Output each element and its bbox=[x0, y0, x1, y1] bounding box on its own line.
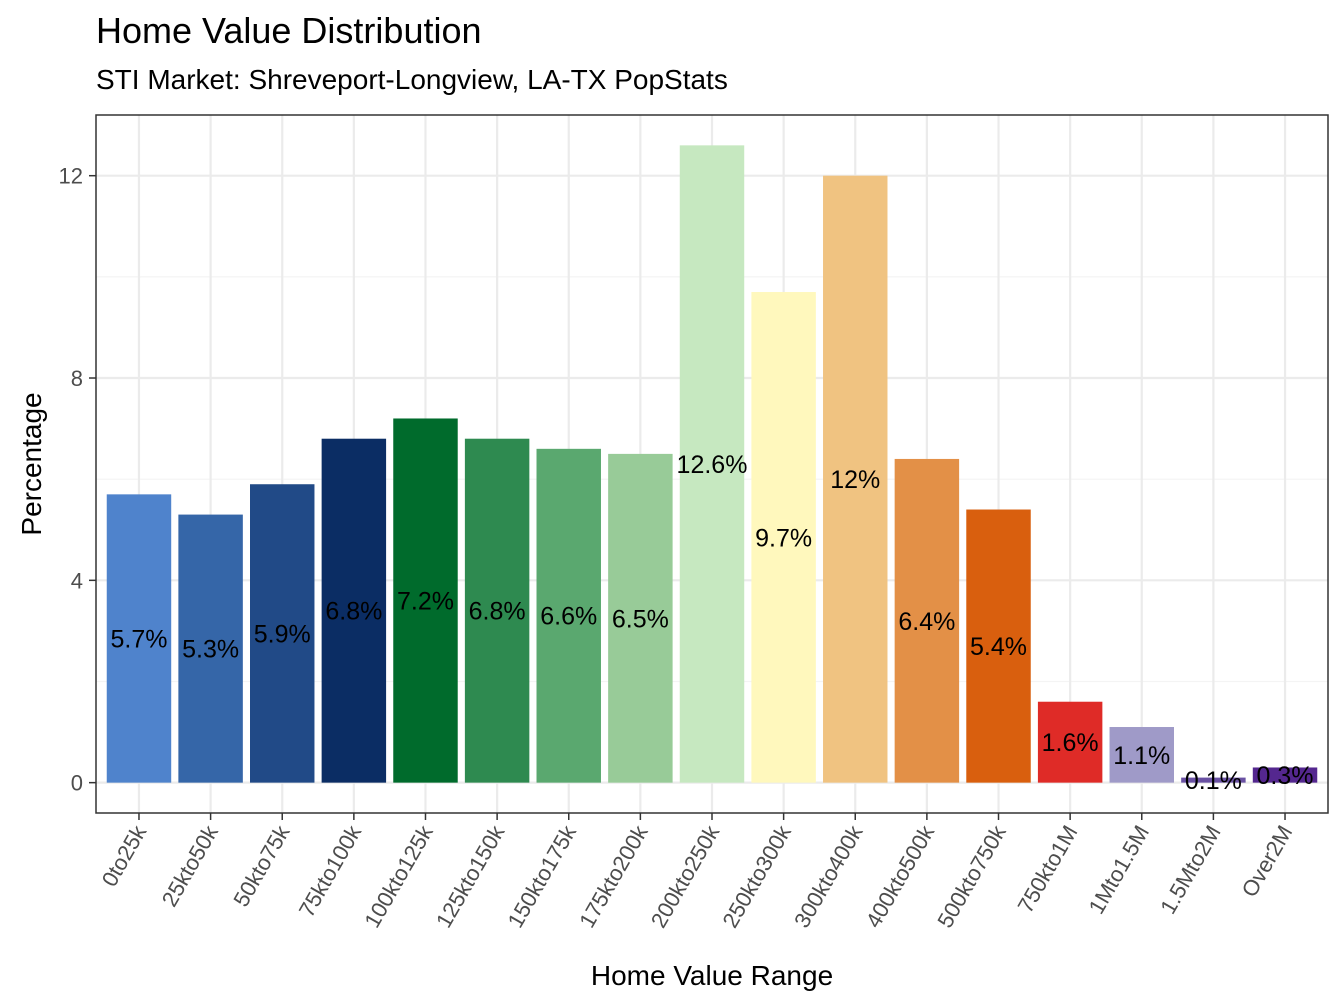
x-tick-label: Over2M bbox=[1237, 821, 1298, 901]
axes: 0 4 8 12 0to25k 25kto50k 50kto75k 75kto100k100k… bbox=[59, 164, 1298, 932]
data-label: 1.6% bbox=[1042, 729, 1099, 757]
x-tick-label: 25kto50k bbox=[157, 820, 224, 911]
data-label: 6.8% bbox=[325, 598, 382, 626]
data-labels: 5.7% 5.3% 5.9% 6.8% 7.2% 6.8% 6.6% 6.5% 12.6% 9.7… bbox=[110, 451, 1313, 795]
data-label: 7.2% bbox=[397, 588, 454, 616]
x-tick-label: 300kto400k bbox=[789, 820, 868, 932]
bar-1.5Mto2M bbox=[1181, 777, 1246, 783]
bar-150kto175k bbox=[536, 448, 601, 783]
data-label: 6.6% bbox=[540, 603, 597, 631]
x-tick-label: 50kto75k bbox=[228, 820, 295, 911]
bar-175kto200k bbox=[608, 453, 673, 783]
x-tick-label: 125kto150k bbox=[431, 820, 510, 932]
bar-250kto300k bbox=[751, 292, 816, 783]
bar-25kto50k bbox=[178, 514, 243, 783]
bar-125kto150k bbox=[464, 438, 530, 783]
bar-50kto75k bbox=[250, 484, 315, 783]
data-label: 5.7% bbox=[110, 626, 167, 654]
x-axis-title: Home Value Range bbox=[591, 960, 833, 991]
x-tick-label: 1Mto1.5M bbox=[1084, 821, 1155, 918]
data-label: 0.1% bbox=[1185, 767, 1242, 795]
bar-750kto1M bbox=[1037, 701, 1103, 783]
x-tick-label: 0to25k bbox=[97, 820, 152, 891]
data-label: 5.3% bbox=[182, 636, 239, 664]
bar-100kto125k bbox=[393, 418, 458, 783]
x-tick-label: 200kto250k bbox=[646, 820, 725, 932]
x-tick-label: 250kto300k bbox=[717, 820, 796, 932]
y-axis-title: Percentage bbox=[16, 392, 47, 535]
x-tick-label: 75kto100k bbox=[294, 820, 367, 921]
data-label: 6.4% bbox=[898, 608, 955, 636]
bar-75kto100k bbox=[321, 438, 387, 783]
data-label: 0.3% bbox=[1257, 762, 1314, 790]
x-tick-label: 150kto175k bbox=[503, 820, 582, 932]
data-label: 5.4% bbox=[970, 633, 1027, 661]
x-tick-label: 750kto1M bbox=[1013, 821, 1083, 917]
bar-500kto750k bbox=[966, 509, 1031, 783]
y-tick-label: 12 bbox=[59, 164, 83, 189]
bar-200kto250k bbox=[679, 145, 745, 783]
x-tick-label: 100kto125k bbox=[359, 820, 438, 932]
bar-1Mto1.5M bbox=[1109, 727, 1174, 783]
data-label: 5.9% bbox=[254, 620, 311, 648]
x-tick-label: 1.5Mto2M bbox=[1155, 821, 1226, 918]
data-label: 12% bbox=[830, 466, 880, 494]
data-label: 1.1% bbox=[1113, 742, 1170, 770]
data-label: 9.7% bbox=[755, 524, 812, 552]
data-label: 12.6% bbox=[677, 451, 748, 479]
x-tick-label: 500kto750k bbox=[932, 820, 1011, 932]
bar-300kto400k bbox=[823, 175, 888, 783]
y-tick-label: 8 bbox=[71, 366, 83, 391]
y-tick-label: 4 bbox=[71, 568, 83, 593]
x-tick-label: 175kto200k bbox=[574, 820, 653, 932]
bar-0to25k bbox=[106, 494, 172, 783]
chart-subtitle: STI Market: Shreveport-Longview, LA-TX P… bbox=[96, 64, 728, 95]
bar-Over2M bbox=[1252, 767, 1318, 783]
chart-title: Home Value Distribution bbox=[96, 10, 482, 51]
y-tick-label: 0 bbox=[71, 771, 83, 796]
bar-400kto500k bbox=[894, 458, 960, 783]
x-tick-label: 400kto500k bbox=[861, 820, 940, 932]
data-label: 6.5% bbox=[612, 605, 669, 633]
data-label: 6.8% bbox=[469, 598, 526, 626]
bars bbox=[106, 145, 1318, 783]
